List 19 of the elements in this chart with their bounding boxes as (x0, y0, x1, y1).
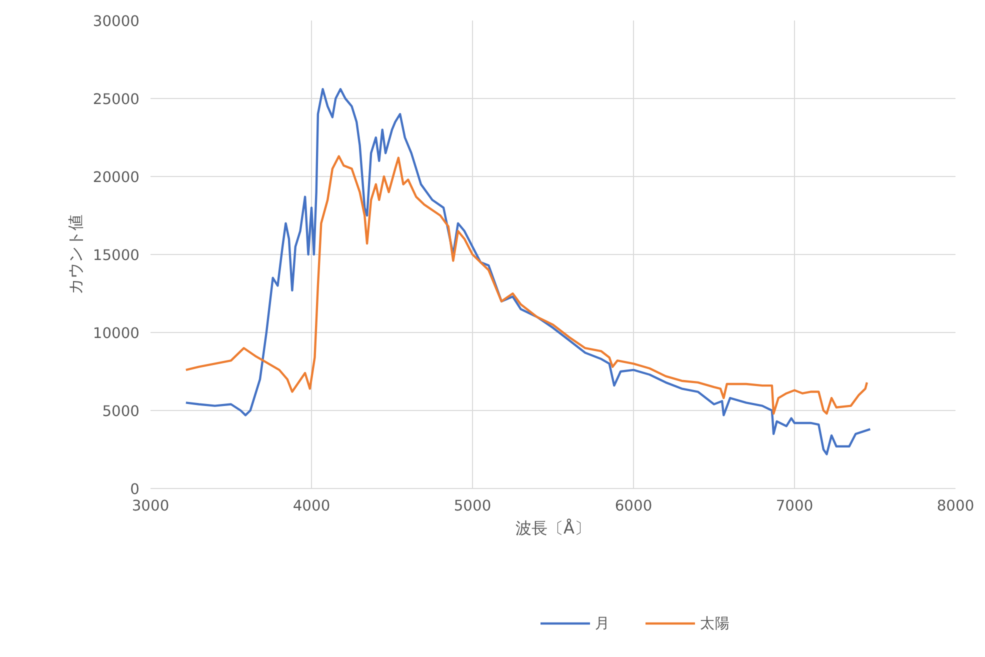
line-series (184, 155, 868, 415)
y-tick-label: 20000 (92, 169, 140, 186)
y-tick-label: 5000 (102, 403, 140, 420)
legend-label: 太陽 (700, 614, 730, 632)
y-tick-label: 10000 (92, 325, 140, 342)
y-tick-label: 15000 (92, 247, 140, 264)
x-tick-label: 5000 (454, 498, 492, 514)
y-tick-label: 30000 (92, 13, 140, 30)
x-tick-label: 6000 (614, 498, 652, 514)
x-axis-title: 波長〔Å〕 (516, 518, 590, 538)
line-series (184, 88, 872, 456)
y-axis-title: カウント値 (66, 214, 85, 294)
y-tick-label: 0 (130, 481, 140, 498)
y-tick-label: 25000 (92, 91, 140, 108)
x-tick-label: 7000 (776, 498, 814, 514)
x-tick-label: 4000 (292, 498, 330, 514)
legend-label: 月 (595, 614, 611, 632)
x-tick-label: 3000 (132, 498, 170, 514)
x-tick-label: 8000 (936, 498, 974, 514)
